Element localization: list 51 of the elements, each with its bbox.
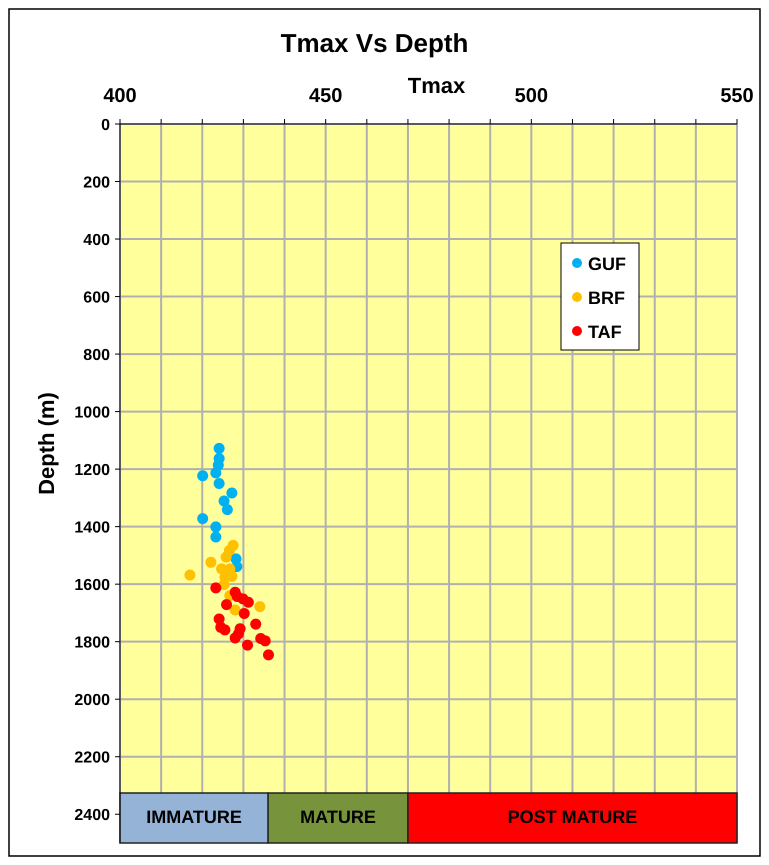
point — [218, 496, 230, 507]
y-tick-label: 200 — [83, 174, 110, 192]
y-tick-label: 800 — [83, 347, 110, 364]
y-tick-label: 2000 — [74, 692, 110, 710]
x-axis-title: Tmax — [408, 73, 466, 98]
point — [197, 513, 208, 524]
point — [220, 552, 232, 563]
legend-label: TAF — [588, 322, 622, 342]
point — [205, 556, 216, 568]
point — [214, 442, 225, 454]
point — [210, 582, 222, 594]
chart-title: Tmax Vs Depth — [280, 28, 468, 58]
band-label: IMMATURE — [146, 807, 242, 827]
legend-label: GUF — [588, 254, 626, 274]
band-label: POST MATURE — [508, 807, 638, 827]
point — [210, 531, 222, 542]
x-tick-label: 450 — [308, 85, 342, 107]
point — [262, 649, 274, 660]
point — [238, 608, 250, 619]
y-tick-label: 1200 — [74, 462, 110, 480]
point — [219, 624, 230, 636]
point — [221, 599, 232, 610]
y-tick-label: 0 — [101, 117, 110, 134]
point — [230, 632, 241, 644]
point — [250, 618, 262, 630]
y-tick-label: 2400 — [74, 807, 110, 824]
y-tick-label: 1400 — [74, 520, 110, 537]
legend-label: BRF — [588, 288, 625, 308]
y-tick-label: 1600 — [74, 577, 110, 594]
y-tick-label: 1800 — [74, 634, 110, 652]
x-tick-label: 550 — [720, 85, 754, 107]
x-tick-label: 500 — [514, 85, 548, 107]
point — [214, 478, 225, 489]
y-tick-label: 600 — [83, 290, 110, 307]
point — [260, 635, 271, 646]
point — [197, 470, 208, 482]
point — [242, 640, 254, 651]
point — [210, 467, 222, 478]
point — [184, 569, 196, 580]
point — [226, 487, 238, 498]
y-tick-label: 400 — [83, 232, 110, 250]
y-tick-label: 1000 — [74, 404, 110, 422]
point — [210, 521, 222, 532]
y-axis-title: Depth (m) — [34, 392, 59, 495]
point — [230, 604, 241, 616]
point — [254, 601, 266, 612]
point — [222, 504, 233, 516]
x-tick-label: 400 — [103, 85, 137, 107]
point — [242, 596, 254, 608]
band-label: MATURE — [300, 807, 376, 827]
y-tick-label: 2200 — [74, 750, 110, 767]
